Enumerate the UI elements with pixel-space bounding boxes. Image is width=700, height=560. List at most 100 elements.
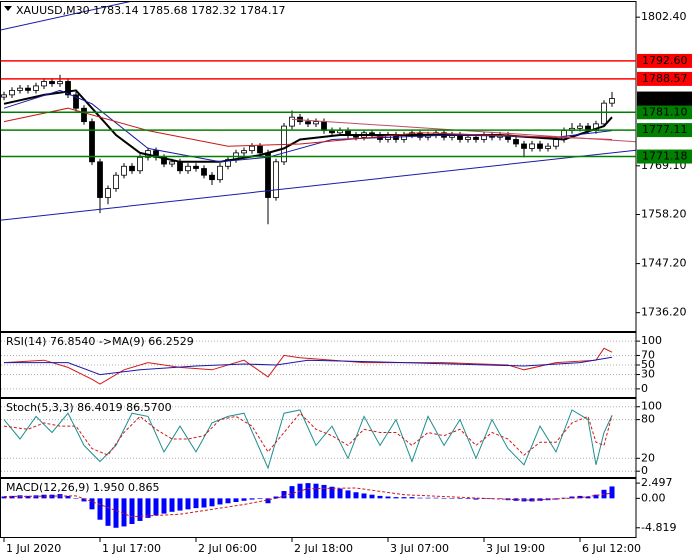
histogram-bar — [185, 498, 191, 510]
y-tick-label: 30 — [641, 368, 655, 381]
y-tick-label: 0.00 — [641, 491, 666, 504]
level-label: 1792.60 — [642, 54, 688, 67]
histogram-bar — [121, 498, 127, 527]
histogram-bar — [241, 498, 247, 501]
candle-body — [25, 87, 31, 91]
y-tick-label: 80 — [641, 413, 655, 426]
level-label-box — [637, 105, 692, 120]
panel-frame — [0, 398, 637, 478]
histogram-bar — [553, 498, 559, 500]
level-label-box — [637, 71, 692, 86]
histogram-bar — [449, 498, 455, 499]
histogram-bar — [497, 498, 503, 499]
histogram-bar — [25, 495, 31, 499]
y-tick-label: 1802.40 — [641, 10, 687, 23]
histogram-bar — [81, 498, 87, 502]
histogram-bar — [441, 498, 447, 499]
histogram-bar — [577, 495, 583, 499]
series-line — [3, 487, 613, 518]
candle-body — [545, 145, 551, 149]
histogram-bar — [41, 494, 47, 499]
series-line — [0, 149, 636, 221]
y-tick-label: 0 — [641, 382, 648, 395]
histogram-bar — [193, 498, 199, 509]
histogram-bar — [321, 484, 327, 499]
candle-body — [97, 161, 103, 198]
candle-body — [329, 130, 335, 134]
plot-area — [1, 483, 615, 528]
histogram-bar — [65, 495, 71, 499]
candle-body — [289, 116, 295, 127]
histogram-bar — [377, 495, 383, 499]
histogram-bar — [593, 494, 599, 499]
candle-body — [513, 139, 519, 145]
candle-body — [65, 81, 71, 96]
histogram-bar — [257, 498, 263, 499]
histogram-bar — [425, 497, 431, 499]
candle-body — [57, 81, 63, 85]
histogram-bar — [161, 498, 167, 514]
histogram-bar — [129, 498, 135, 524]
histogram-bar — [409, 497, 415, 499]
y-tick-label: -4.819 — [641, 521, 676, 534]
histogram-bar — [609, 486, 615, 499]
histogram-bar — [33, 495, 39, 499]
candle-body — [209, 174, 215, 181]
plot-area — [1, 406, 636, 472]
histogram-bar — [249, 498, 255, 500]
candle-body — [537, 143, 543, 149]
histogram-bar — [209, 498, 215, 507]
candle-body — [273, 161, 279, 198]
y-tick-label: 100 — [641, 334, 662, 347]
series-line — [3, 409, 613, 470]
histogram-bar — [9, 495, 15, 499]
level-label-box — [637, 149, 692, 164]
candle-body — [113, 174, 119, 189]
candle-body — [121, 165, 127, 176]
histogram-bar — [361, 493, 367, 499]
candle-body — [241, 150, 247, 154]
histogram-bar — [281, 491, 287, 499]
candle-body — [137, 156, 143, 172]
level-label: 1771.18 — [642, 150, 688, 163]
histogram-bar — [305, 483, 311, 499]
candle-body — [33, 85, 39, 91]
candle-body — [169, 161, 175, 165]
x-tick-label: 2 Jul 06:00 — [198, 542, 257, 555]
panel-title: RSI(14) 76.8540 ->MA(9) 66.2529 — [6, 335, 194, 348]
candle-body — [89, 121, 95, 163]
candle-body — [577, 125, 583, 129]
y-tick-label: 1758.20 — [641, 207, 687, 220]
y-tick-label: 50 — [641, 358, 655, 371]
histogram-bar — [337, 488, 343, 499]
candle-body — [337, 130, 343, 134]
candle-body — [1, 94, 7, 98]
histogram-bar — [153, 498, 159, 516]
histogram-bar — [353, 492, 359, 499]
candle-body — [193, 165, 199, 169]
y-tick-label: 1747.20 — [641, 257, 687, 270]
y-tick-label: 2.497 — [641, 476, 673, 489]
series-line — [3, 89, 613, 163]
histogram-bar — [345, 490, 351, 499]
price-label: 1784.17 — [642, 92, 688, 105]
histogram-bar — [385, 496, 391, 499]
candle-body — [609, 98, 615, 104]
panel-frame — [0, 1, 637, 332]
candle-body — [105, 188, 111, 198]
candle-body — [529, 143, 535, 149]
histogram-bar — [105, 498, 111, 526]
x-tick-label: 3 Jul 07:00 — [390, 542, 449, 555]
plot-area — [1, 340, 636, 390]
candle-body — [249, 145, 255, 152]
candle-body — [553, 139, 559, 147]
histogram-bar — [313, 483, 319, 499]
candle-body — [521, 143, 527, 149]
candle-body — [217, 165, 223, 181]
histogram-bar — [369, 494, 375, 499]
histogram-bar — [465, 498, 471, 499]
x-tick-label: 1 Jul 17:00 — [102, 542, 161, 555]
panel-title: XAUUSD,M30 1783.14 1785.68 1782.32 1784.… — [16, 4, 286, 17]
histogram-bar — [433, 497, 439, 499]
price-label-box — [637, 91, 692, 106]
